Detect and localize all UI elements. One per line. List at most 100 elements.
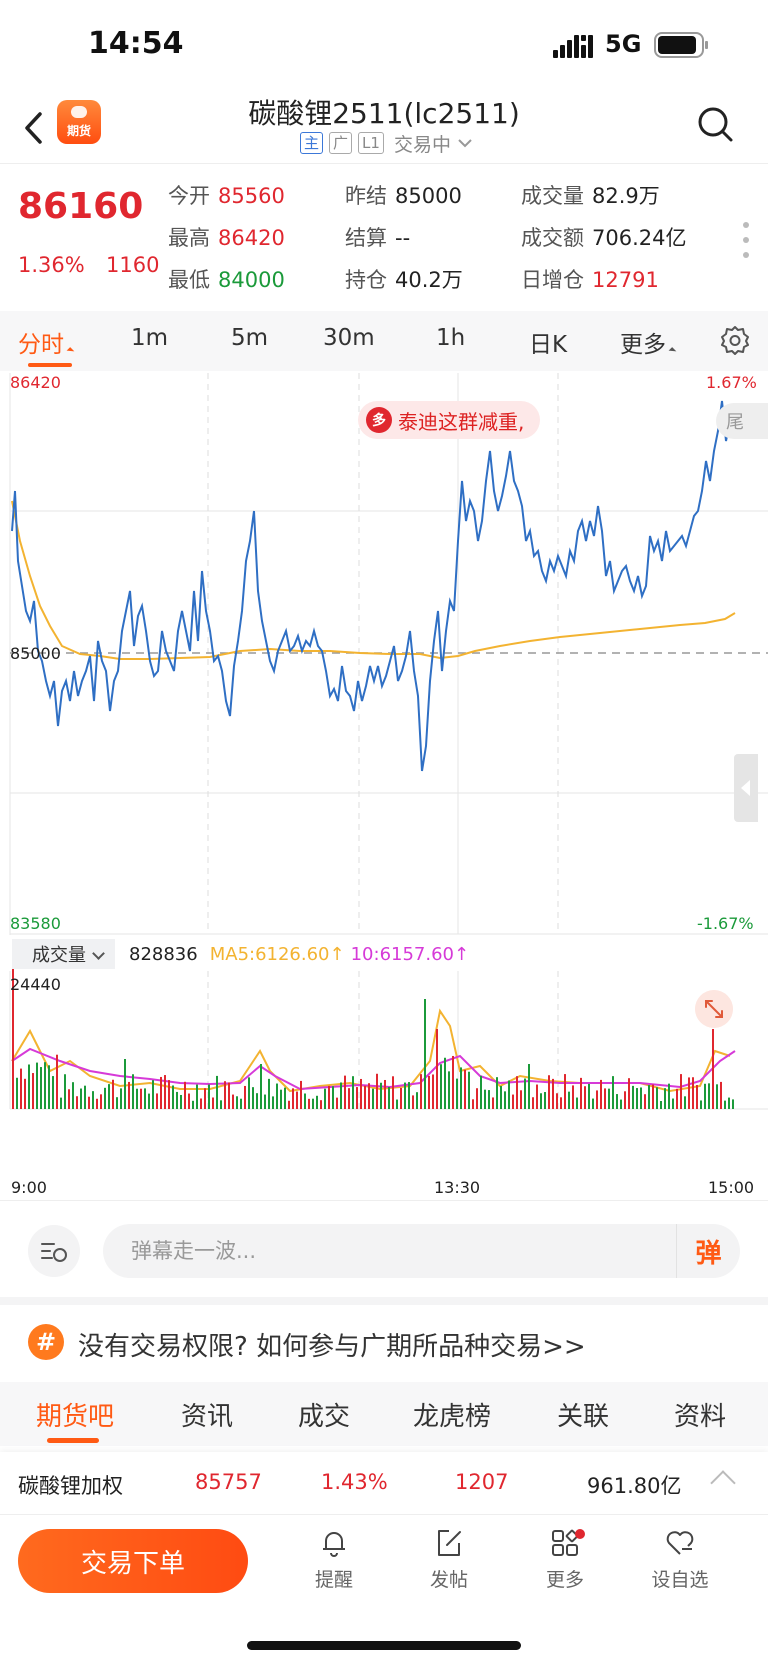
price-low-label: 83580 <box>10 914 61 933</box>
volume-bar <box>656 1087 658 1109</box>
promo-banner[interactable]: # 没有交易权限? 如何参与广期所品种交易>> <box>0 1306 768 1380</box>
app-logo[interactable]: 期货 <box>57 100 101 144</box>
volume-bar <box>456 1078 458 1109</box>
volume-bar <box>100 1094 102 1109</box>
home-indicator <box>247 1641 521 1650</box>
volume-bar <box>700 1100 702 1109</box>
tab-5m[interactable]: 5m <box>231 325 269 351</box>
tab-1h[interactable]: 1h <box>436 325 466 351</box>
volume-bar <box>660 1100 662 1109</box>
gear-icon[interactable] <box>720 325 750 355</box>
tab-trades[interactable]: 成交 <box>298 1402 351 1432</box>
volume-bar <box>72 1082 74 1109</box>
nav-post[interactable]: 发帖 <box>409 1527 489 1592</box>
tab-more[interactable]: 更多 <box>620 325 677 359</box>
pct-low-label: -1.67% <box>697 914 754 933</box>
volume-bar <box>260 1064 262 1109</box>
status-bar: 14:54 5G <box>0 0 768 90</box>
volume-bar <box>248 1077 250 1109</box>
chevron-down-icon <box>458 139 472 148</box>
nav-more[interactable]: 更多 <box>525 1527 605 1592</box>
danmaku-settings-icon[interactable] <box>28 1225 80 1277</box>
volume-bar <box>356 1087 358 1109</box>
logo-mark-icon <box>71 106 87 118</box>
side-panel-handle[interactable] <box>734 754 758 822</box>
volume-bar <box>172 1085 174 1109</box>
tab-top-list[interactable]: 龙虎榜 <box>413 1402 492 1432</box>
volume-bar <box>436 1029 438 1109</box>
volume-value: 828836 <box>129 943 198 965</box>
pct-high-label: 1.67% <box>706 373 757 392</box>
volume-bar <box>164 1075 166 1109</box>
volume-bar <box>704 1083 706 1109</box>
volume-bar <box>32 1073 34 1109</box>
volume-bar <box>128 1081 130 1109</box>
volume-bar <box>620 1099 622 1109</box>
volume-bar <box>392 1076 394 1109</box>
volume-bar <box>556 1093 558 1109</box>
volume-bar <box>348 1088 350 1109</box>
volume-bar <box>232 1094 234 1109</box>
volume-bar <box>564 1074 566 1109</box>
tab-profile[interactable]: 资料 <box>674 1402 727 1432</box>
volume-bar <box>180 1094 182 1109</box>
volume-bar <box>548 1075 550 1109</box>
volume-bar <box>400 1087 402 1109</box>
contract-tags[interactable]: 主 广 L1 交易中 <box>300 130 473 156</box>
stat-prev-settle: 昨结 85000 <box>345 184 462 208</box>
volume-bar <box>376 1073 378 1109</box>
tab-daily-k[interactable]: 日K <box>529 332 568 358</box>
weighted-index-row[interactable]: 碳酸锂加权 85757 1.43% 1207 961.80亿 <box>0 1452 768 1514</box>
volume-bar <box>688 1077 690 1109</box>
hashtag-icon: # <box>28 1324 64 1360</box>
volume-bar <box>52 1076 54 1109</box>
tab-related[interactable]: 关联 <box>557 1402 610 1432</box>
volume-bar <box>144 1088 146 1109</box>
trade-order-button[interactable]: 交易下单 <box>18 1529 248 1593</box>
volume-bar <box>520 1090 522 1109</box>
tab-futures-forum[interactable]: 期货吧 <box>36 1402 115 1432</box>
volume-bar <box>444 1057 446 1109</box>
volume-bar <box>176 1091 178 1109</box>
tab-1m[interactable]: 1m <box>131 325 169 351</box>
intraday-chart[interactable] <box>0 371 768 1199</box>
change-percent: 1.36% <box>18 253 85 277</box>
danmaku-bar: 弹 <box>0 1204 768 1298</box>
volume-bar <box>148 1093 150 1109</box>
page-title: 碳酸锂2511(lc2511) <box>248 97 520 130</box>
volume-bar <box>336 1097 338 1109</box>
divider <box>0 163 768 164</box>
nav-alert[interactable]: 提醒 <box>294 1527 374 1592</box>
volume-bar <box>12 969 14 1109</box>
volume-bar <box>540 1093 542 1109</box>
grid-icon <box>552 1529 579 1556</box>
volume-selector[interactable]: 成交量 <box>12 939 115 969</box>
status-time: 14:54 <box>88 26 184 61</box>
volume-bar <box>396 1099 398 1109</box>
volume-bar <box>48 1065 50 1109</box>
weighted-pct: 1.43% <box>321 1470 388 1494</box>
news-danmaku-pill[interactable]: 多 泰迪这群减重, <box>358 401 541 439</box>
tab-intraday[interactable]: 分时 <box>18 325 75 359</box>
danmaku-input[interactable] <box>103 1224 740 1278</box>
danmaku-icon: 多 <box>366 407 392 433</box>
chevron-up-icon[interactable] <box>710 1470 736 1496</box>
tab-30m[interactable]: 30m <box>323 325 375 351</box>
weighted-amount: 961.80亿 <box>587 1474 682 1498</box>
tab-underline <box>47 1438 99 1443</box>
more-vertical-icon[interactable] <box>742 220 750 260</box>
volume-bar <box>468 1071 470 1109</box>
volume-bar <box>268 1078 270 1109</box>
send-danmaku-button[interactable]: 弹 <box>676 1224 740 1278</box>
search-icon[interactable] <box>695 104 735 144</box>
back-button[interactable] <box>20 108 50 148</box>
volume-bar <box>608 1088 610 1109</box>
tab-news[interactable]: 资讯 <box>181 1402 234 1432</box>
expand-icon[interactable] <box>695 990 733 1028</box>
volume-bar <box>672 1098 674 1109</box>
nav-add-watchlist[interactable]: 设自选 <box>640 1527 720 1592</box>
volume-bar <box>724 1100 726 1109</box>
tail-badge[interactable]: 尾 <box>716 403 768 439</box>
volume-bar <box>56 1054 58 1109</box>
volume-bar <box>380 1082 382 1109</box>
